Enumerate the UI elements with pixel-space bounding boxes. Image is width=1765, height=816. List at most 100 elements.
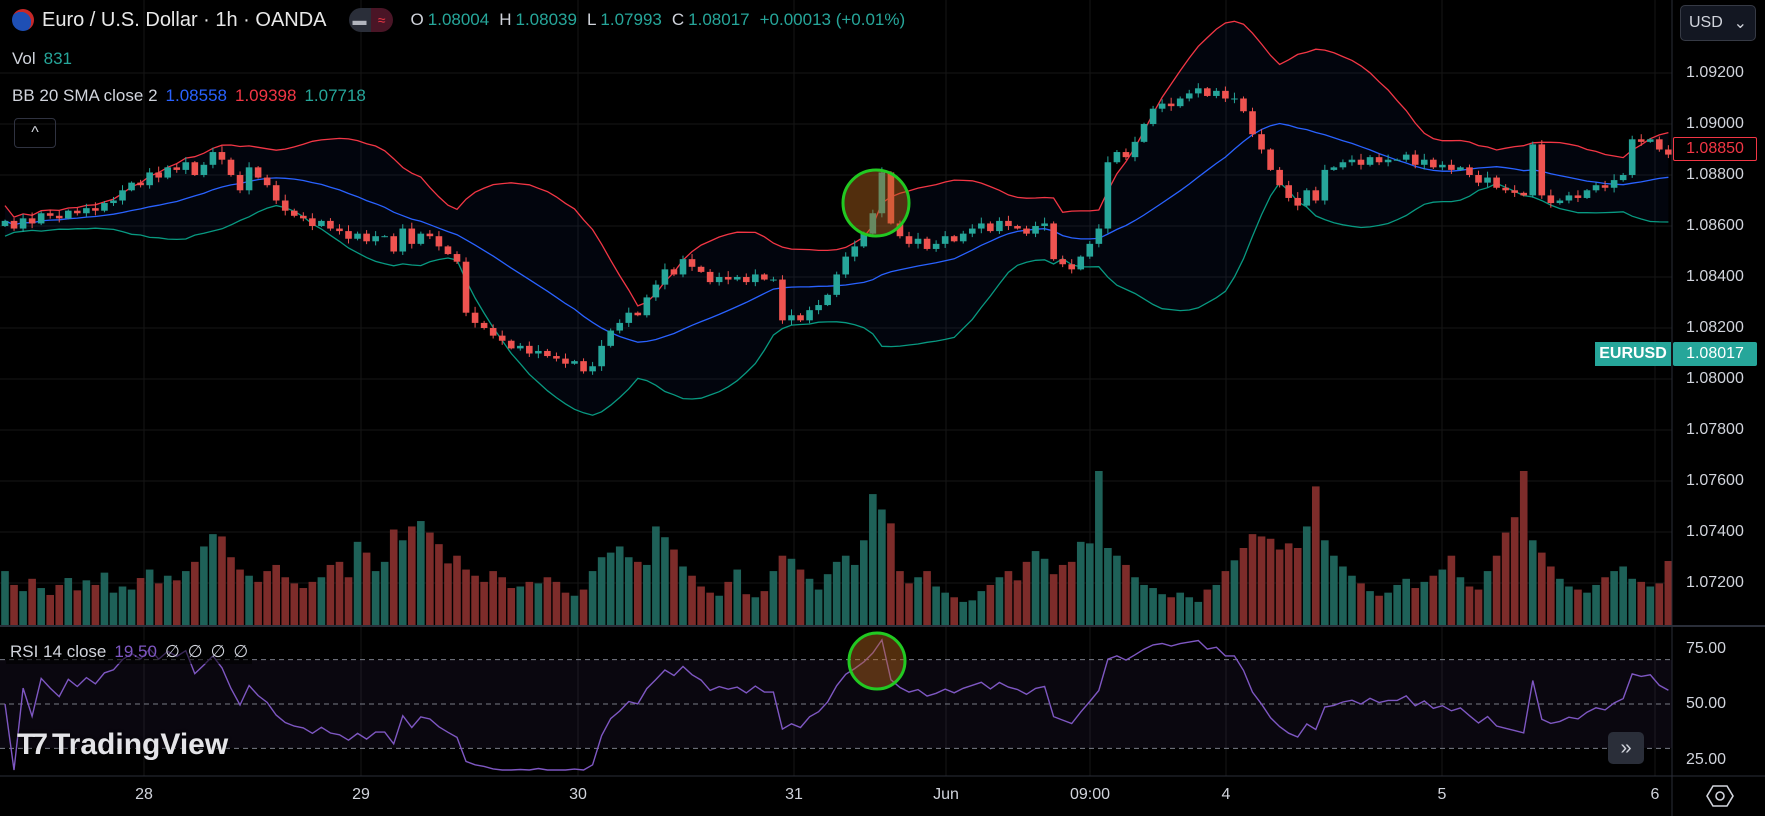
candle (1610, 174, 1618, 193)
candle-body (562, 358, 569, 364)
volume-bar (417, 521, 425, 625)
candle (1420, 153, 1428, 170)
volume-bar (1140, 584, 1148, 625)
rsi-label: RSI 14 close (10, 642, 107, 661)
volume-bar (435, 544, 443, 625)
candle (1601, 180, 1609, 192)
symbol-title[interactable]: Euro / U.S. Dollar · 1h · OANDA (42, 8, 327, 31)
volume-bar (73, 590, 82, 625)
volume-value: 831 (43, 49, 73, 68)
candle-body (1637, 139, 1645, 142)
rsi-tick-label: 75.00 (1686, 639, 1727, 657)
volume-bar (1339, 566, 1347, 625)
volume-bar (995, 577, 1004, 625)
candle (1104, 156, 1112, 234)
candle-body (896, 223, 904, 237)
candle-body (1330, 167, 1338, 170)
volume-bar (832, 561, 841, 625)
candle-body (399, 228, 407, 252)
candle-body (480, 322, 488, 328)
candle (806, 306, 813, 324)
candle (92, 202, 99, 216)
volume-bar (697, 586, 705, 625)
candle-body (516, 345, 524, 349)
settings-eye-icon[interactable] (1706, 784, 1734, 808)
volume-bar (127, 589, 136, 625)
candle-body (1258, 134, 1265, 150)
status-badge[interactable]: ▬ ≈ (348, 8, 393, 32)
candle (1113, 150, 1121, 164)
candle (236, 171, 244, 194)
volume-legend[interactable]: Vol 831 (12, 49, 72, 69)
volume-bar (1438, 569, 1447, 625)
candle (336, 224, 343, 235)
eur-usd-flag-icon (12, 9, 34, 31)
candle (1375, 153, 1383, 166)
candle (164, 165, 172, 180)
candle (110, 196, 117, 206)
volume-bar (353, 541, 362, 625)
candle (661, 263, 669, 290)
volume-bar (118, 586, 127, 625)
candle-body (697, 266, 705, 272)
candle (1321, 164, 1329, 205)
candle-body (634, 312, 642, 316)
candle-body (245, 167, 253, 191)
candle (1357, 153, 1365, 170)
volume-bar (1655, 583, 1664, 625)
candle-body (390, 236, 398, 252)
candle (950, 234, 958, 243)
candle (83, 203, 90, 217)
candle-body (453, 254, 461, 262)
candle (1231, 92, 1238, 104)
candle (1276, 167, 1283, 188)
volume-bar (1456, 577, 1465, 625)
candle-body (643, 297, 651, 316)
candle-body (64, 210, 72, 219)
volume-bar (1067, 561, 1076, 625)
scroll-to-realtime-button[interactable]: » (1608, 732, 1644, 764)
currency-dropdown[interactable]: USD ⌄ (1680, 5, 1756, 41)
candle-body (173, 167, 181, 170)
candle (1005, 215, 1012, 231)
volume-bar (317, 577, 326, 625)
bollinger-legend[interactable]: BB 20 SMA close 2 1.08558 1.09398 1.0771… (12, 86, 366, 106)
candle (137, 179, 144, 188)
candle-body (959, 233, 967, 242)
candle (1529, 141, 1537, 198)
candle (643, 294, 651, 318)
rsi-band (0, 660, 1672, 748)
candle-body (74, 210, 81, 214)
candle (1095, 224, 1103, 248)
candles (1, 83, 1672, 375)
volume-bar (398, 540, 407, 625)
volume-bar (362, 552, 371, 625)
candle (724, 271, 732, 285)
candle-body (535, 350, 542, 354)
volume-bar (1194, 601, 1203, 625)
candle (733, 274, 741, 282)
candle-body (164, 167, 172, 178)
volume-bar (1538, 552, 1546, 625)
candle (598, 339, 605, 371)
candle (968, 224, 976, 238)
candle-body (607, 330, 614, 346)
candle-body (761, 274, 768, 280)
volume-bar (1167, 597, 1175, 625)
candle (1511, 185, 1518, 197)
candle (1430, 157, 1437, 169)
volume-bar (624, 557, 633, 625)
volume-bar (1095, 471, 1103, 625)
volume-bar (28, 578, 36, 625)
candle (1656, 136, 1663, 152)
volume-label: Vol (12, 49, 36, 68)
candle-body (1547, 195, 1555, 204)
collapse-legend-button[interactable]: ^ (14, 118, 56, 148)
candle (625, 307, 633, 327)
candle (779, 275, 786, 324)
volume-bar (498, 577, 506, 625)
tradingview-logo[interactable]: T7 TradingView (17, 728, 228, 762)
rsi-legend[interactable]: RSI 14 close 19.50 ∅ ∅ ∅ ∅ (6, 640, 253, 664)
volume-bar (932, 586, 940, 625)
